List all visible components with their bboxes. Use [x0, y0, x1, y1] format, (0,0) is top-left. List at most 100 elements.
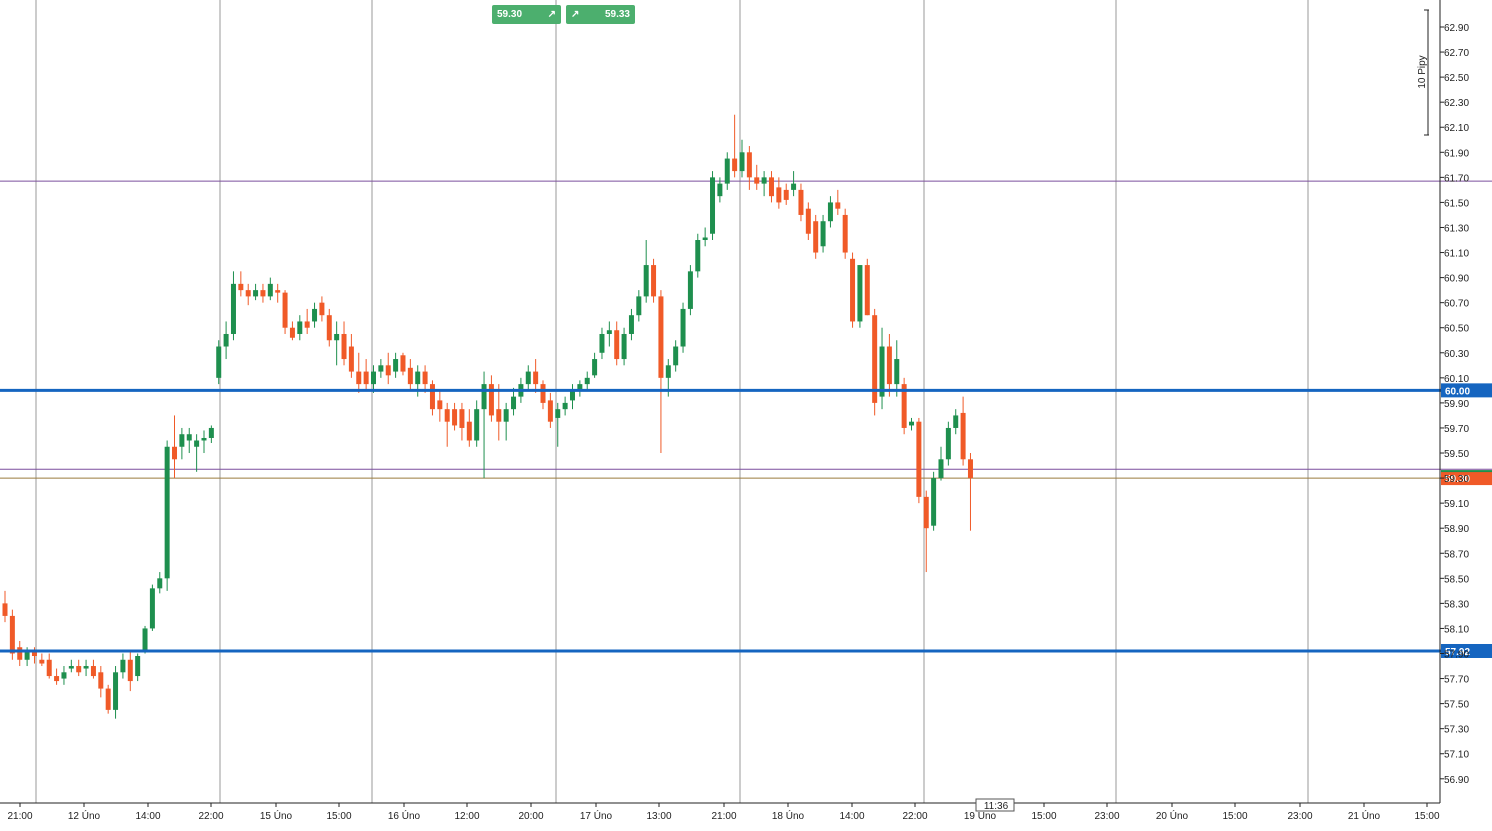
candle-body — [842, 214, 848, 253]
candle-86 — [636, 290, 642, 322]
candle-body — [739, 152, 745, 172]
candle-body — [54, 676, 60, 682]
candle-85 — [628, 308, 634, 341]
candle-body — [909, 421, 915, 426]
candle-body — [894, 359, 900, 385]
candle-body — [452, 409, 458, 426]
candle-97 — [717, 177, 723, 203]
candle-body — [312, 308, 318, 322]
candle-body — [208, 427, 214, 438]
candle-88 — [651, 258, 657, 303]
candle-30 — [223, 321, 229, 360]
candle-34 — [253, 283, 259, 301]
candle-10 — [76, 659, 82, 677]
candle-body — [540, 384, 546, 403]
candle-104 — [768, 171, 774, 203]
y-tick-label: 60.70 — [1444, 299, 1469, 310]
candle-body — [533, 371, 539, 385]
candle-body — [879, 346, 885, 397]
support-resistance-lines[interactable]: 60.00 57.92 59.30 — [0, 383, 1492, 658]
candle-78 — [577, 380, 583, 397]
candle-body — [547, 400, 553, 422]
candle-41 — [304, 308, 310, 334]
candle-body — [673, 346, 679, 366]
candle-81 — [599, 327, 605, 360]
reference-lines — [0, 180, 1492, 479]
candle-body — [835, 202, 841, 209]
x-tick-label: 21:00 — [7, 811, 32, 822]
candle-body — [113, 672, 119, 710]
candle-9 — [68, 659, 74, 673]
candle-127 — [938, 446, 944, 481]
candle-body — [569, 390, 575, 401]
candle-22 — [164, 440, 170, 591]
candle-36 — [267, 277, 273, 301]
x-tick-label: 20:00 — [518, 811, 543, 822]
sell-button[interactable]: 59.30 ↗ — [492, 5, 561, 24]
buy-button[interactable]: ↗ 59.33 — [566, 5, 635, 24]
x-tick-label: 15 Úno — [260, 809, 293, 822]
y-tick-label: 59.90 — [1444, 399, 1469, 410]
candle-body — [496, 409, 502, 422]
candle-body — [245, 290, 251, 297]
arrow-up-right-icon: ↗ — [547, 9, 556, 20]
y-tick-label: 57.30 — [1444, 725, 1469, 736]
candle-body — [643, 265, 649, 297]
candle-body — [651, 265, 657, 297]
candle-body — [223, 333, 229, 347]
candle-130 — [960, 396, 966, 466]
candle-body — [24, 650, 30, 660]
candle-74 — [547, 392, 553, 428]
candle-body — [901, 384, 907, 428]
time-axis-background — [0, 803, 1492, 826]
candle-body — [230, 283, 236, 334]
candle-body — [746, 152, 752, 178]
candle-body — [680, 308, 686, 347]
y-tick-label: 57.50 — [1444, 700, 1469, 711]
candle-body — [481, 384, 487, 410]
y-tick-label: 59.50 — [1444, 449, 1469, 460]
y-tick-label: 61.50 — [1444, 198, 1469, 209]
candle-body — [319, 302, 325, 316]
candle-body — [820, 221, 826, 247]
candle-98 — [724, 152, 730, 190]
x-tick-label: 21 Úno — [1348, 809, 1381, 822]
candle-body — [120, 659, 126, 673]
candle-body — [953, 415, 959, 428]
candle-46 — [341, 321, 347, 366]
candle-body — [724, 158, 730, 184]
candle-body — [488, 384, 494, 416]
candle-73 — [540, 380, 546, 410]
candle-53 — [393, 352, 399, 378]
candle-body — [967, 459, 973, 479]
candle-33 — [245, 283, 251, 306]
candle-35 — [260, 283, 266, 303]
candle-11 — [83, 659, 89, 677]
candle-body — [68, 666, 74, 669]
candle-112 — [827, 196, 833, 228]
candle-14 — [105, 684, 111, 714]
candle-27 — [201, 430, 207, 454]
candle-body — [783, 189, 789, 200]
y-tick-label: 58.30 — [1444, 599, 1469, 610]
candle-body — [931, 478, 937, 526]
candle-body — [356, 371, 362, 385]
candle-body — [393, 359, 399, 372]
sr-label-box — [1441, 643, 1492, 658]
candle-body — [695, 240, 701, 272]
sell-price: 59.30 — [497, 9, 523, 20]
candle-body — [805, 208, 811, 234]
x-tick-label: 13:00 — [646, 811, 671, 822]
candle-106 — [783, 183, 789, 205]
x-tick-label: 12:00 — [454, 811, 479, 822]
y-tick-label: 62.90 — [1444, 23, 1469, 34]
y-tick-label: 61.30 — [1444, 223, 1469, 234]
candle-55 — [407, 359, 413, 391]
candle-body — [555, 409, 561, 418]
candle-body — [960, 412, 966, 460]
candle-62 — [459, 402, 465, 441]
candle-44 — [326, 308, 332, 347]
candle-72 — [533, 359, 539, 393]
